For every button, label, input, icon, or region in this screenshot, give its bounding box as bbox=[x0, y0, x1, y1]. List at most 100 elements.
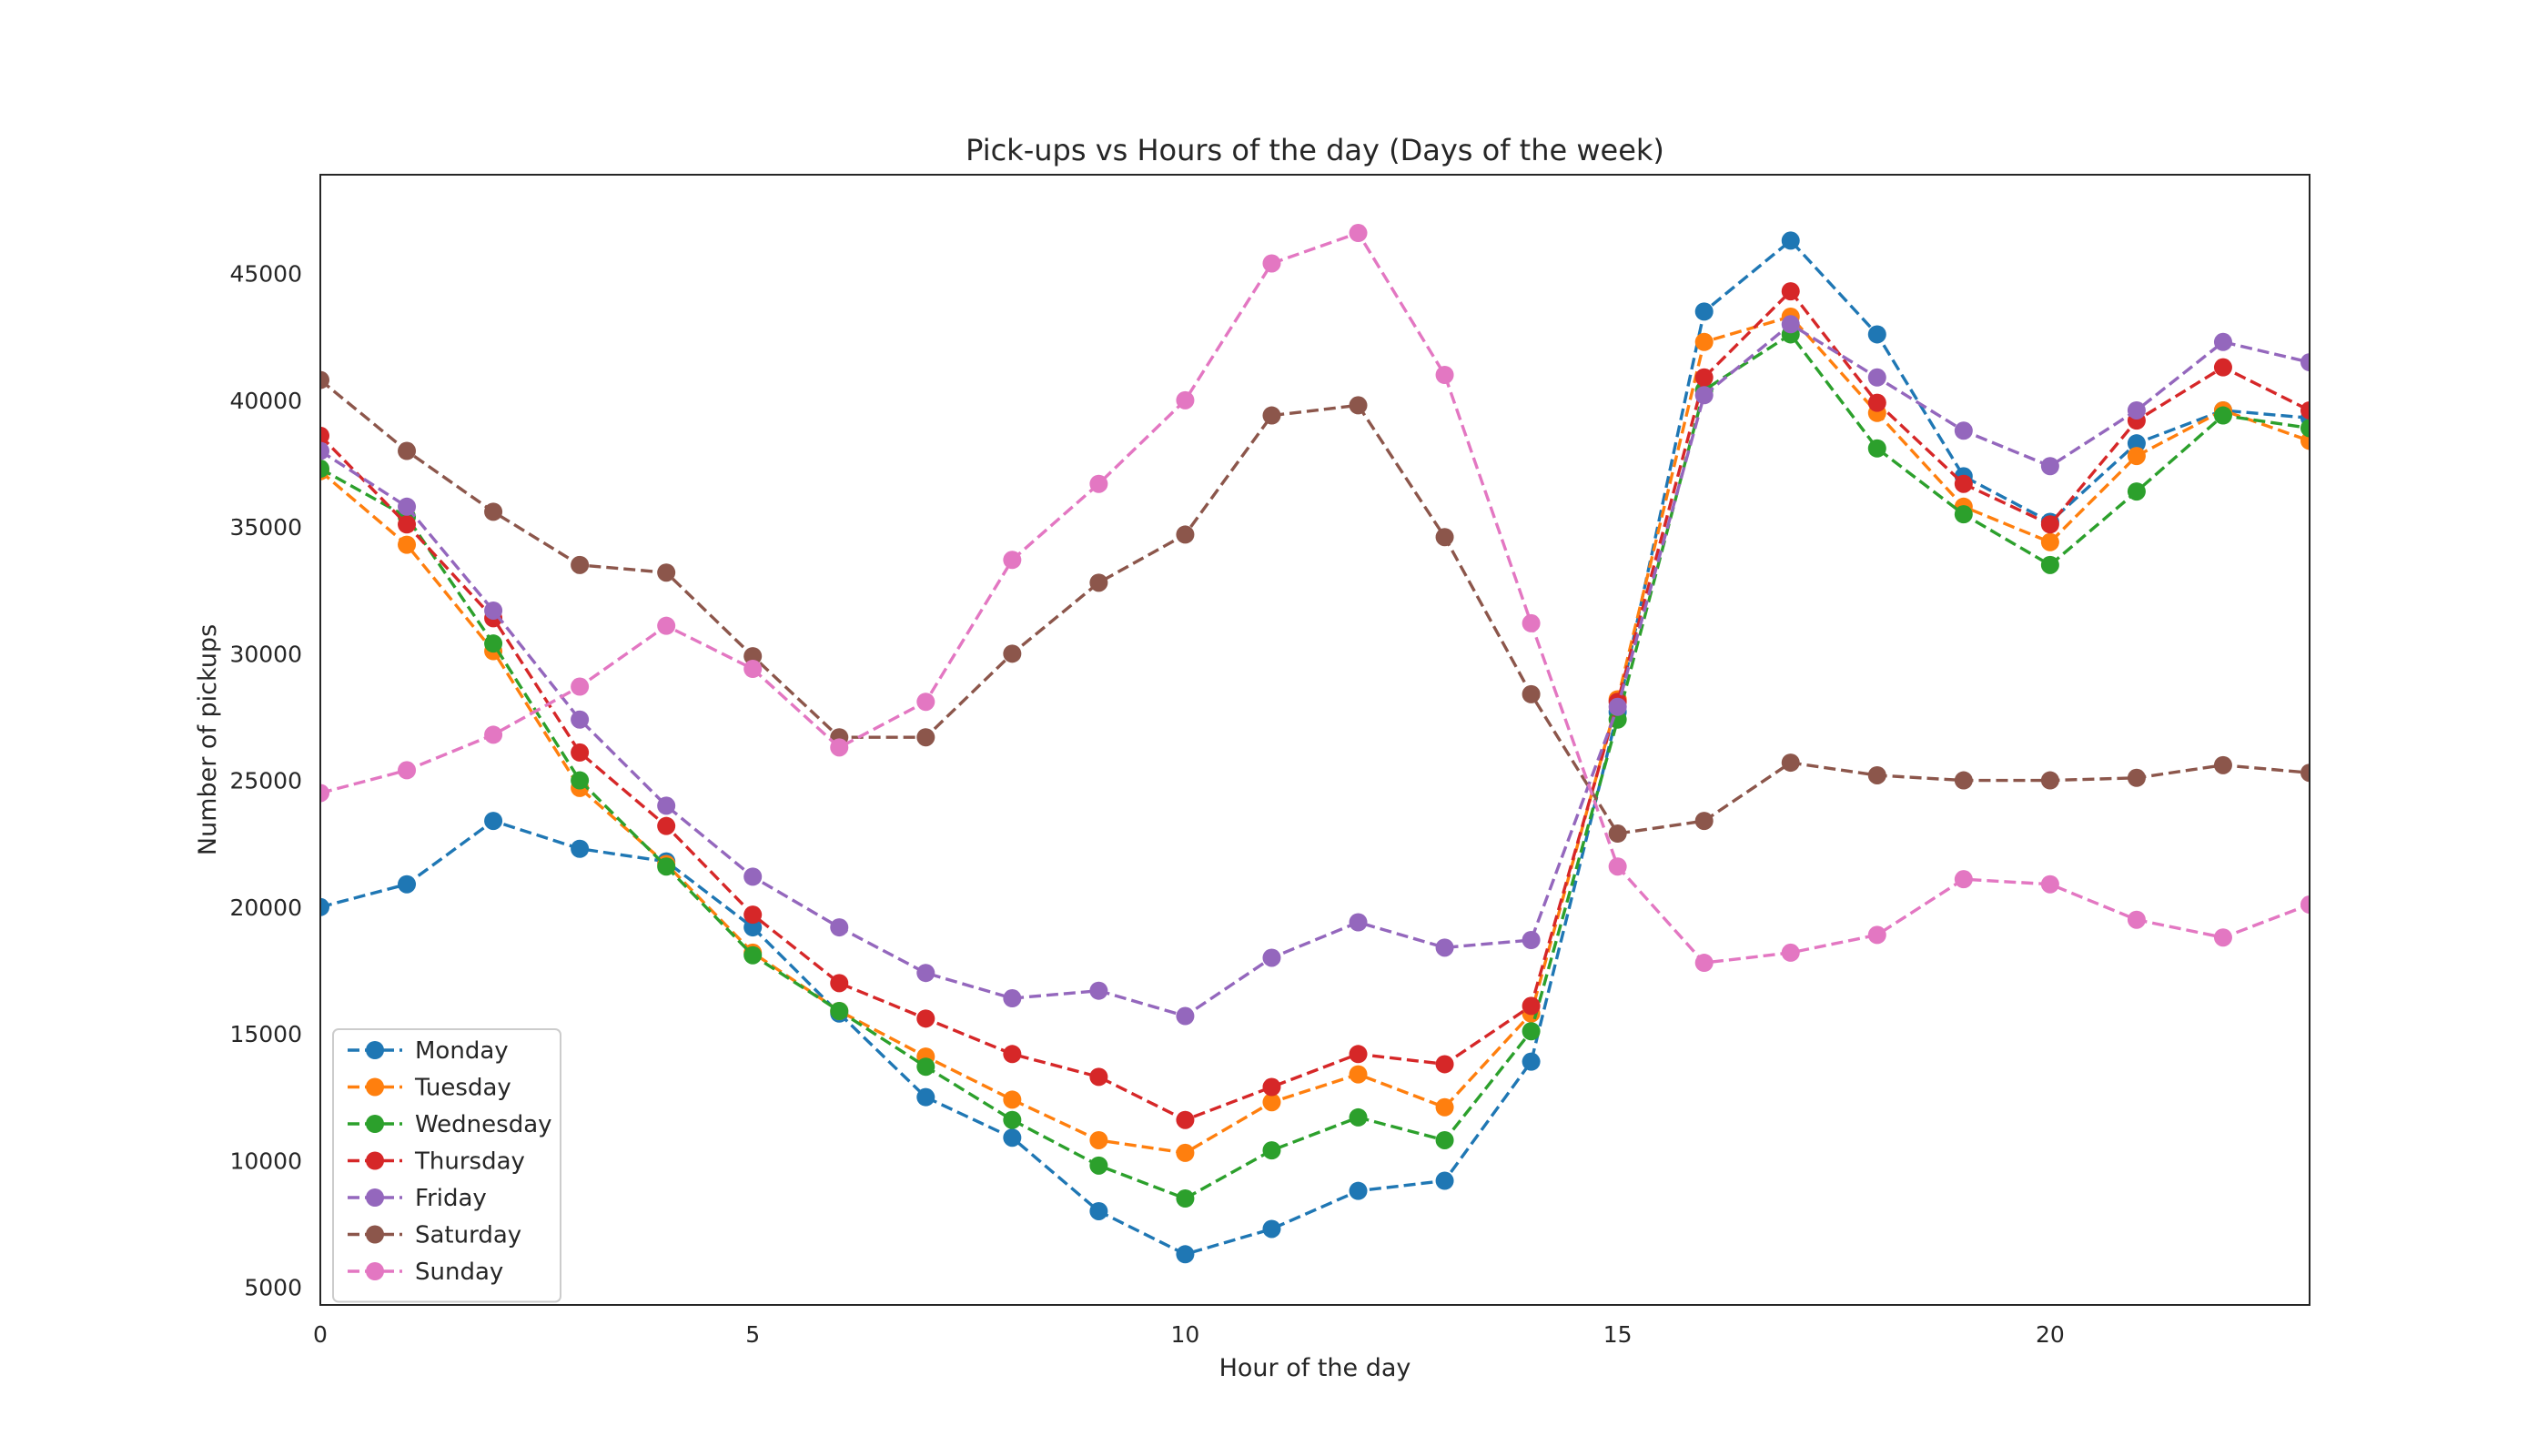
data-point bbox=[2213, 928, 2232, 947]
data-point bbox=[1522, 996, 1541, 1016]
data-point bbox=[2040, 457, 2059, 476]
chart-title: Pick-ups vs Hours of the day (Days of th… bbox=[966, 133, 1664, 167]
data-point bbox=[1522, 613, 1541, 632]
data-point bbox=[1694, 812, 1714, 831]
legend-item-tuesday: Tuesday bbox=[348, 1075, 511, 1102]
data-point bbox=[1003, 1090, 1022, 1109]
data-point bbox=[398, 761, 417, 780]
data-point bbox=[1262, 1093, 1281, 1112]
series-friday bbox=[320, 315, 2310, 1026]
data-point bbox=[1781, 943, 1800, 962]
data-point bbox=[1954, 505, 1973, 524]
y-tick-label: 40000 bbox=[229, 388, 302, 414]
data-point bbox=[1262, 948, 1281, 967]
data-point bbox=[830, 1001, 849, 1020]
data-point bbox=[320, 370, 329, 389]
data-point bbox=[1003, 644, 1022, 663]
data-point bbox=[484, 502, 503, 521]
legend-item-sunday: Sunday bbox=[348, 1259, 503, 1286]
legend-label: Sunday bbox=[415, 1259, 503, 1286]
data-point bbox=[2127, 910, 2146, 929]
data-point bbox=[2127, 482, 2146, 501]
data-point bbox=[398, 441, 417, 460]
data-point bbox=[1608, 857, 1627, 876]
legend-label: Friday bbox=[415, 1185, 487, 1212]
data-point bbox=[1435, 365, 1454, 384]
y-tick-label: 5000 bbox=[244, 1275, 302, 1301]
data-point bbox=[1781, 753, 1800, 773]
series-line-saturday bbox=[320, 379, 2310, 835]
series-sunday bbox=[320, 224, 2310, 973]
data-point bbox=[1089, 474, 1108, 493]
y-axis: 5000 10000 15000 20000 25000 30000 35000 40000 4… bbox=[229, 261, 302, 1301]
data-point bbox=[1176, 1006, 1195, 1026]
data-point bbox=[657, 563, 676, 582]
data-point bbox=[743, 647, 763, 666]
data-point bbox=[398, 515, 417, 534]
data-point bbox=[1176, 1189, 1195, 1208]
data-point bbox=[1608, 824, 1627, 844]
data-point bbox=[484, 634, 503, 653]
legend-item-wednesday: Wednesday bbox=[348, 1111, 552, 1138]
data-point bbox=[916, 1057, 935, 1077]
data-point bbox=[1349, 913, 1368, 932]
x-axis-label: Hour of the day bbox=[1219, 1354, 1411, 1382]
data-point bbox=[2213, 406, 2232, 425]
data-point bbox=[1781, 282, 1800, 301]
legend-item-thursday: Thursday bbox=[348, 1148, 525, 1176]
data-point bbox=[1176, 390, 1195, 410]
data-point bbox=[657, 796, 676, 815]
plot-frame bbox=[319, 174, 2310, 1306]
y-tick-label: 45000 bbox=[229, 261, 302, 288]
data-point bbox=[916, 728, 935, 747]
data-point bbox=[743, 945, 763, 965]
data-point bbox=[1089, 1156, 1108, 1175]
legend: Monday Tuesday Wednesday Thursday Friday Satu… bbox=[332, 1028, 561, 1303]
data-point bbox=[743, 905, 763, 925]
data-point bbox=[1867, 368, 1886, 387]
data-point bbox=[484, 812, 503, 831]
data-point bbox=[571, 555, 590, 574]
data-point bbox=[1349, 1045, 1368, 1064]
data-point bbox=[2127, 768, 2146, 787]
y-tick-label: 35000 bbox=[229, 514, 302, 541]
data-point bbox=[1608, 697, 1627, 716]
data-point bbox=[1435, 1055, 1454, 1074]
data-point bbox=[571, 743, 590, 762]
data-point bbox=[2040, 532, 2059, 551]
y-tick-label: 10000 bbox=[229, 1148, 302, 1174]
data-point bbox=[1435, 1097, 1454, 1117]
data-point bbox=[2040, 555, 2059, 574]
data-point bbox=[1003, 1045, 1022, 1064]
data-point bbox=[916, 1009, 935, 1028]
data-point bbox=[1867, 925, 1886, 945]
data-point bbox=[1262, 1219, 1281, 1239]
data-point bbox=[1435, 1171, 1454, 1190]
data-point bbox=[1435, 528, 1454, 547]
data-point bbox=[916, 1087, 935, 1107]
legend-label: Saturday bbox=[415, 1222, 521, 1249]
data-point bbox=[484, 725, 503, 744]
legend-marker bbox=[366, 1041, 384, 1059]
data-point bbox=[320, 426, 329, 445]
y-axis-label: Number of pickups bbox=[194, 624, 222, 855]
data-point bbox=[1176, 1110, 1195, 1129]
data-point bbox=[2127, 434, 2146, 453]
data-point bbox=[743, 918, 763, 937]
plot-area bbox=[319, 174, 2310, 1306]
y-tick-label: 20000 bbox=[229, 895, 302, 921]
data-point bbox=[1867, 393, 1886, 412]
data-point bbox=[1089, 1067, 1108, 1087]
legend-label: Tuesday bbox=[414, 1075, 511, 1102]
data-point bbox=[1089, 1201, 1108, 1220]
series-line-sunday bbox=[320, 231, 2310, 965]
data-point bbox=[1608, 710, 1627, 729]
data-point bbox=[2213, 755, 2232, 774]
x-tick-label: 0 bbox=[313, 1321, 328, 1348]
x-tick-label: 5 bbox=[745, 1321, 760, 1348]
legend-marker bbox=[366, 1262, 384, 1280]
x-tick-label: 15 bbox=[1603, 1321, 1633, 1348]
data-point bbox=[571, 839, 590, 858]
data-point bbox=[1003, 989, 1022, 1008]
data-point bbox=[1089, 1130, 1108, 1149]
